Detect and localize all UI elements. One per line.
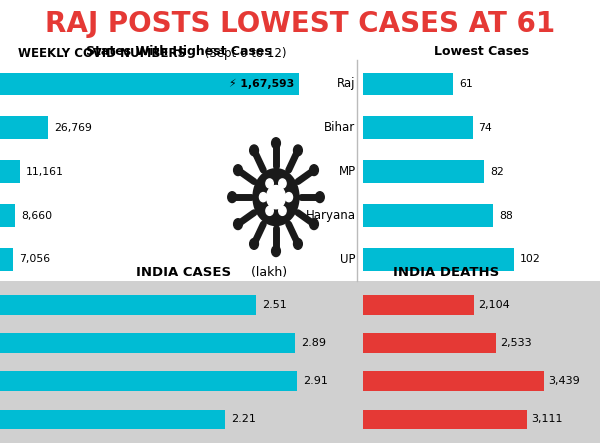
Text: 8,660: 8,660 [22,210,53,221]
Bar [363,73,454,95]
Text: Haryana: Haryana [305,209,356,222]
Circle shape [310,165,319,175]
Circle shape [266,186,286,209]
Bar [363,333,496,353]
Circle shape [250,238,259,249]
Text: 2.91: 2.91 [303,376,328,386]
Circle shape [293,145,302,156]
Ellipse shape [266,179,273,188]
Text: INDIA CASES: INDIA CASES [136,266,231,279]
Ellipse shape [259,193,267,202]
Circle shape [228,192,236,202]
Text: (lakh): (lakh) [247,266,287,279]
Bar [0,73,299,95]
Bar [363,371,544,391]
Bar [363,160,484,183]
Circle shape [272,138,280,148]
Bar [363,117,473,139]
Text: 3,439: 3,439 [548,376,580,386]
Text: 2.89: 2.89 [301,338,326,348]
Ellipse shape [285,193,293,202]
Circle shape [250,145,259,156]
Circle shape [233,165,242,175]
Circle shape [272,246,280,256]
Circle shape [293,238,302,249]
Bar [363,204,493,227]
Bar [0,204,16,227]
Bar [0,295,256,315]
Text: 2,104: 2,104 [478,300,510,310]
Circle shape [316,192,324,202]
Title: Lowest Cases: Lowest Cases [434,45,529,58]
Bar [0,371,297,391]
Text: 7,056: 7,056 [19,254,50,264]
Text: 74: 74 [479,123,492,133]
Text: 2,533: 2,533 [500,338,532,348]
Bar [0,248,13,271]
Text: 88: 88 [499,210,513,221]
Text: INDIA DEATHS: INDIA DEATHS [393,266,499,279]
Bar [363,295,474,315]
Text: Bihar: Bihar [325,121,356,134]
Text: MP: MP [338,165,356,178]
Ellipse shape [266,206,273,215]
Text: 102: 102 [520,254,541,264]
Bar [0,333,295,353]
Text: 82: 82 [490,167,504,177]
Bar [363,248,514,271]
Circle shape [233,219,242,229]
Text: WEEKLY COVID NUMBERS: WEEKLY COVID NUMBERS [18,47,186,59]
Text: 2.51: 2.51 [262,300,287,310]
Ellipse shape [279,206,286,215]
Text: RAJ POSTS LOWEST CASES AT 61: RAJ POSTS LOWEST CASES AT 61 [45,10,555,38]
Text: (Sept 6 to 12): (Sept 6 to 12) [201,47,287,59]
Bar [0,409,226,429]
Bar [0,117,48,139]
Text: Raj: Raj [337,78,356,90]
Text: 2.21: 2.21 [232,415,256,424]
Circle shape [310,219,319,229]
Text: ⚡ 1,67,593: ⚡ 1,67,593 [229,79,294,89]
Text: 3,111: 3,111 [531,415,563,424]
Text: 26,769: 26,769 [54,123,92,133]
Text: 61: 61 [459,79,473,89]
Polygon shape [253,168,299,226]
Text: UP: UP [340,253,356,266]
Text: 11,161: 11,161 [26,167,64,177]
Bar [363,409,527,429]
Bar [0,160,20,183]
Title: States With Highest Cases: States With Highest Cases [86,45,271,58]
Ellipse shape [279,179,286,188]
